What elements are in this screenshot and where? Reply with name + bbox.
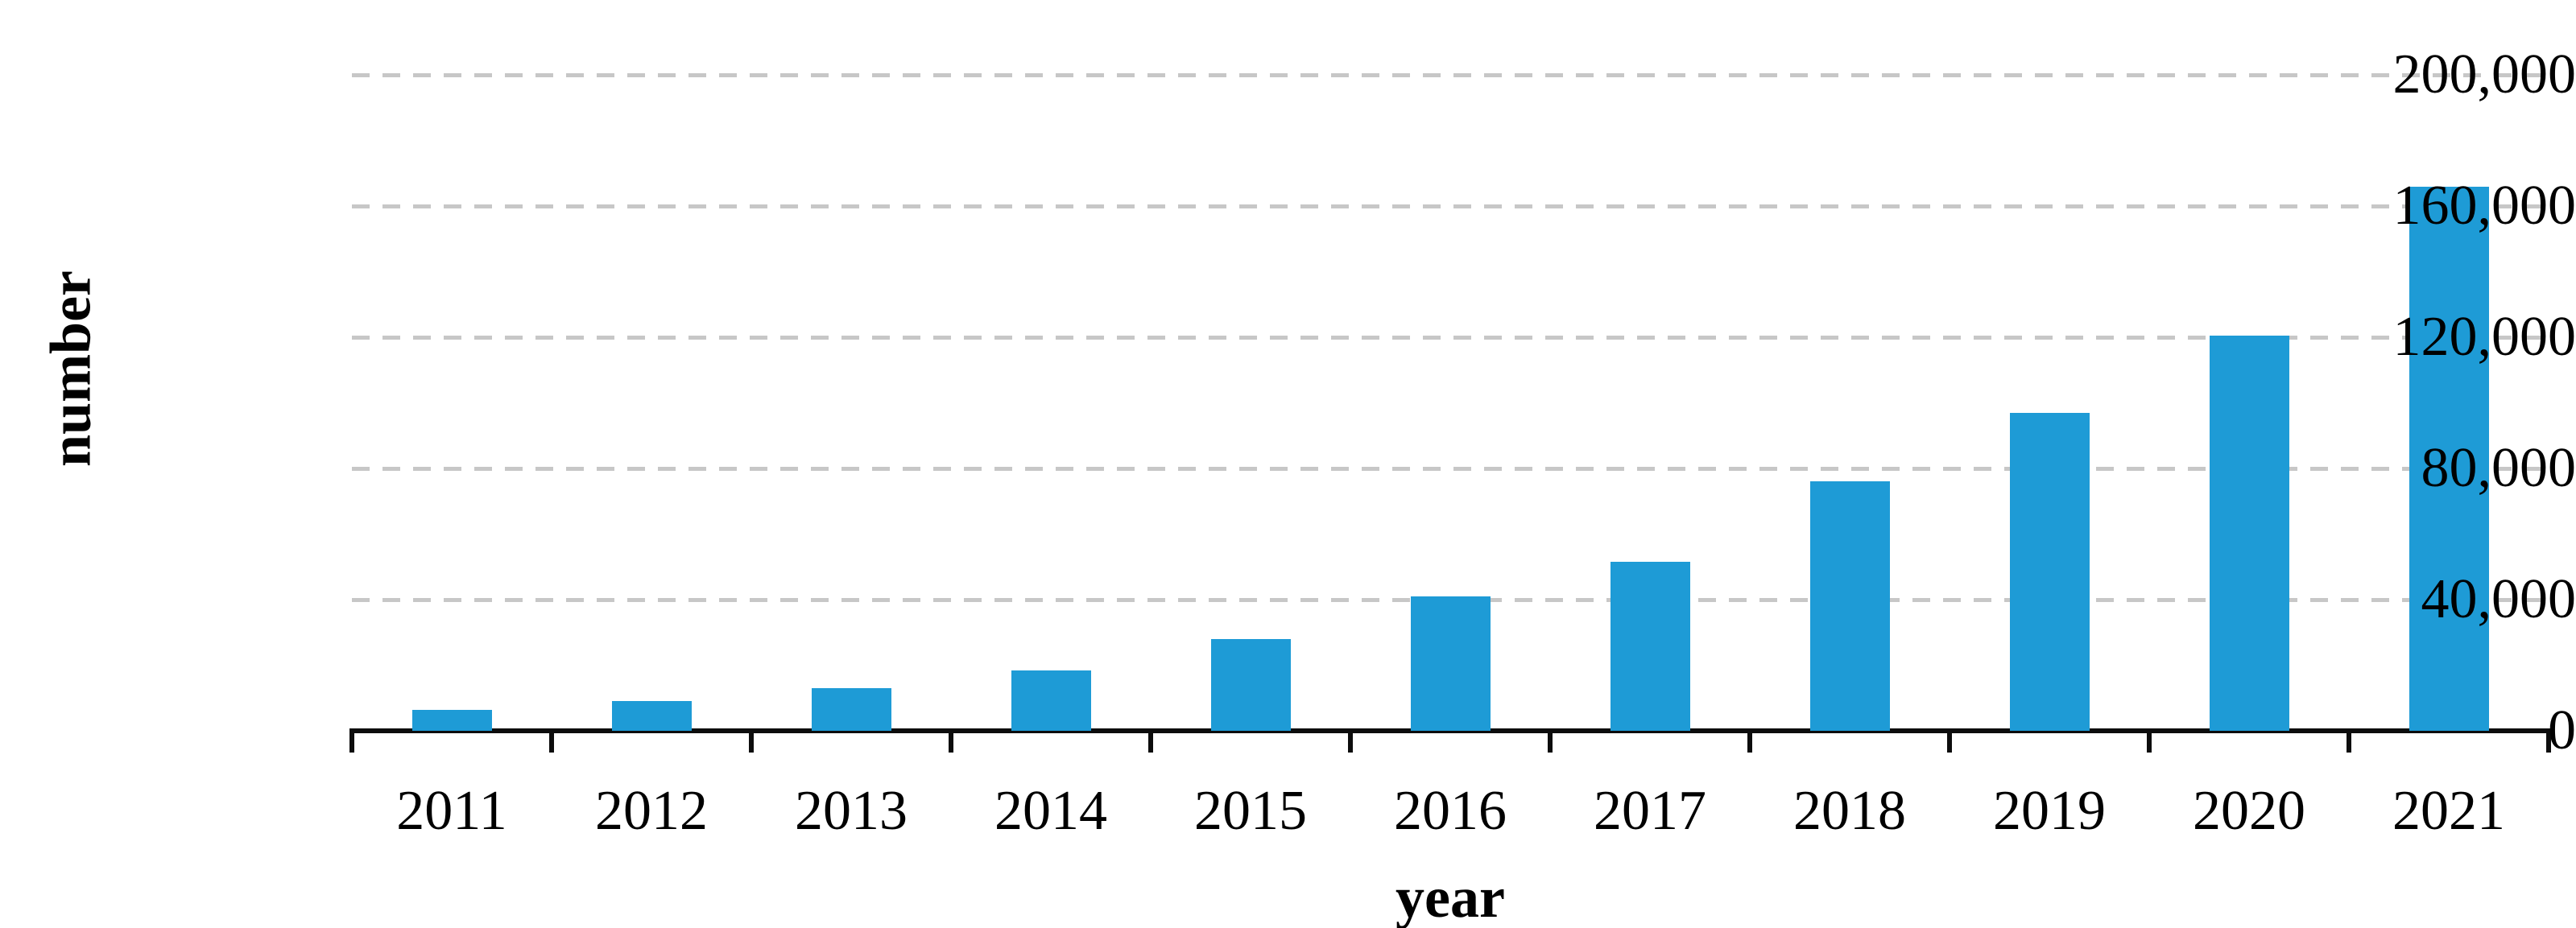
bar-2020 bbox=[2209, 335, 2289, 731]
bar-2021 bbox=[2409, 186, 2489, 731]
x-axis-tick-mark bbox=[1348, 728, 1353, 753]
y-tick-label-0: 0 bbox=[2548, 699, 2576, 761]
y-axis-title-text: number bbox=[38, 270, 103, 468]
bar-2012 bbox=[611, 701, 692, 731]
x-tick-label-2019: 2019 bbox=[1993, 780, 2106, 842]
y-tick-label-120000: 120,000 bbox=[2392, 306, 2576, 368]
x-tick-label-2020: 2020 bbox=[2193, 780, 2305, 842]
bar-2016 bbox=[1410, 596, 1491, 731]
x-axis-line bbox=[349, 728, 2551, 733]
y-tick-label-40000: 40,000 bbox=[2421, 568, 2576, 630]
x-tick-label-2017: 2017 bbox=[1594, 780, 1706, 842]
bar-2018 bbox=[1809, 481, 1890, 731]
x-tick-label-2011: 2011 bbox=[396, 780, 507, 842]
x-axis-tick-mark bbox=[949, 728, 953, 753]
x-axis-tick-mark bbox=[1947, 728, 1952, 753]
x-axis-tick-mark bbox=[1548, 728, 1553, 753]
x-tick-label-2016: 2016 bbox=[1394, 780, 1507, 842]
plot-area bbox=[349, 73, 2551, 753]
x-axis-tick-mark bbox=[749, 728, 754, 753]
bar-2013 bbox=[811, 688, 891, 731]
y-tick-label-80000: 80,000 bbox=[2421, 437, 2576, 499]
bar-2019 bbox=[2009, 412, 2090, 731]
x-axis-title: year bbox=[1396, 865, 1505, 928]
x-axis-tick-mark bbox=[2147, 728, 2152, 753]
bar-2014 bbox=[1011, 670, 1091, 731]
bar-2011 bbox=[411, 709, 492, 731]
x-axis-tick-mark bbox=[2546, 728, 2551, 753]
x-tick-label-2015: 2015 bbox=[1194, 780, 1307, 842]
x-axis-tick-mark bbox=[1148, 728, 1153, 753]
x-axis-tick-mark bbox=[1747, 728, 1752, 753]
bar-2017 bbox=[1610, 562, 1690, 731]
x-tick-label-2021: 2021 bbox=[2392, 780, 2505, 842]
gridline-160000 bbox=[352, 204, 2549, 208]
y-tick-label-200000: 200,000 bbox=[2392, 43, 2576, 105]
gridline-120000 bbox=[352, 336, 2549, 340]
x-tick-label-2018: 2018 bbox=[1793, 780, 1906, 842]
x-tick-label-2013: 2013 bbox=[795, 780, 908, 842]
x-tick-label-2014: 2014 bbox=[994, 780, 1107, 842]
x-axis-tick-mark bbox=[349, 728, 354, 753]
gridline-80000 bbox=[352, 467, 2549, 471]
x-axis-tick-mark bbox=[2347, 728, 2351, 753]
gridline-200000 bbox=[352, 73, 2549, 77]
bar-2015 bbox=[1210, 638, 1291, 731]
y-tick-label-160000: 160,000 bbox=[2392, 175, 2576, 237]
x-tick-label-2012: 2012 bbox=[595, 780, 708, 842]
x-axis-tick-mark bbox=[549, 728, 554, 753]
